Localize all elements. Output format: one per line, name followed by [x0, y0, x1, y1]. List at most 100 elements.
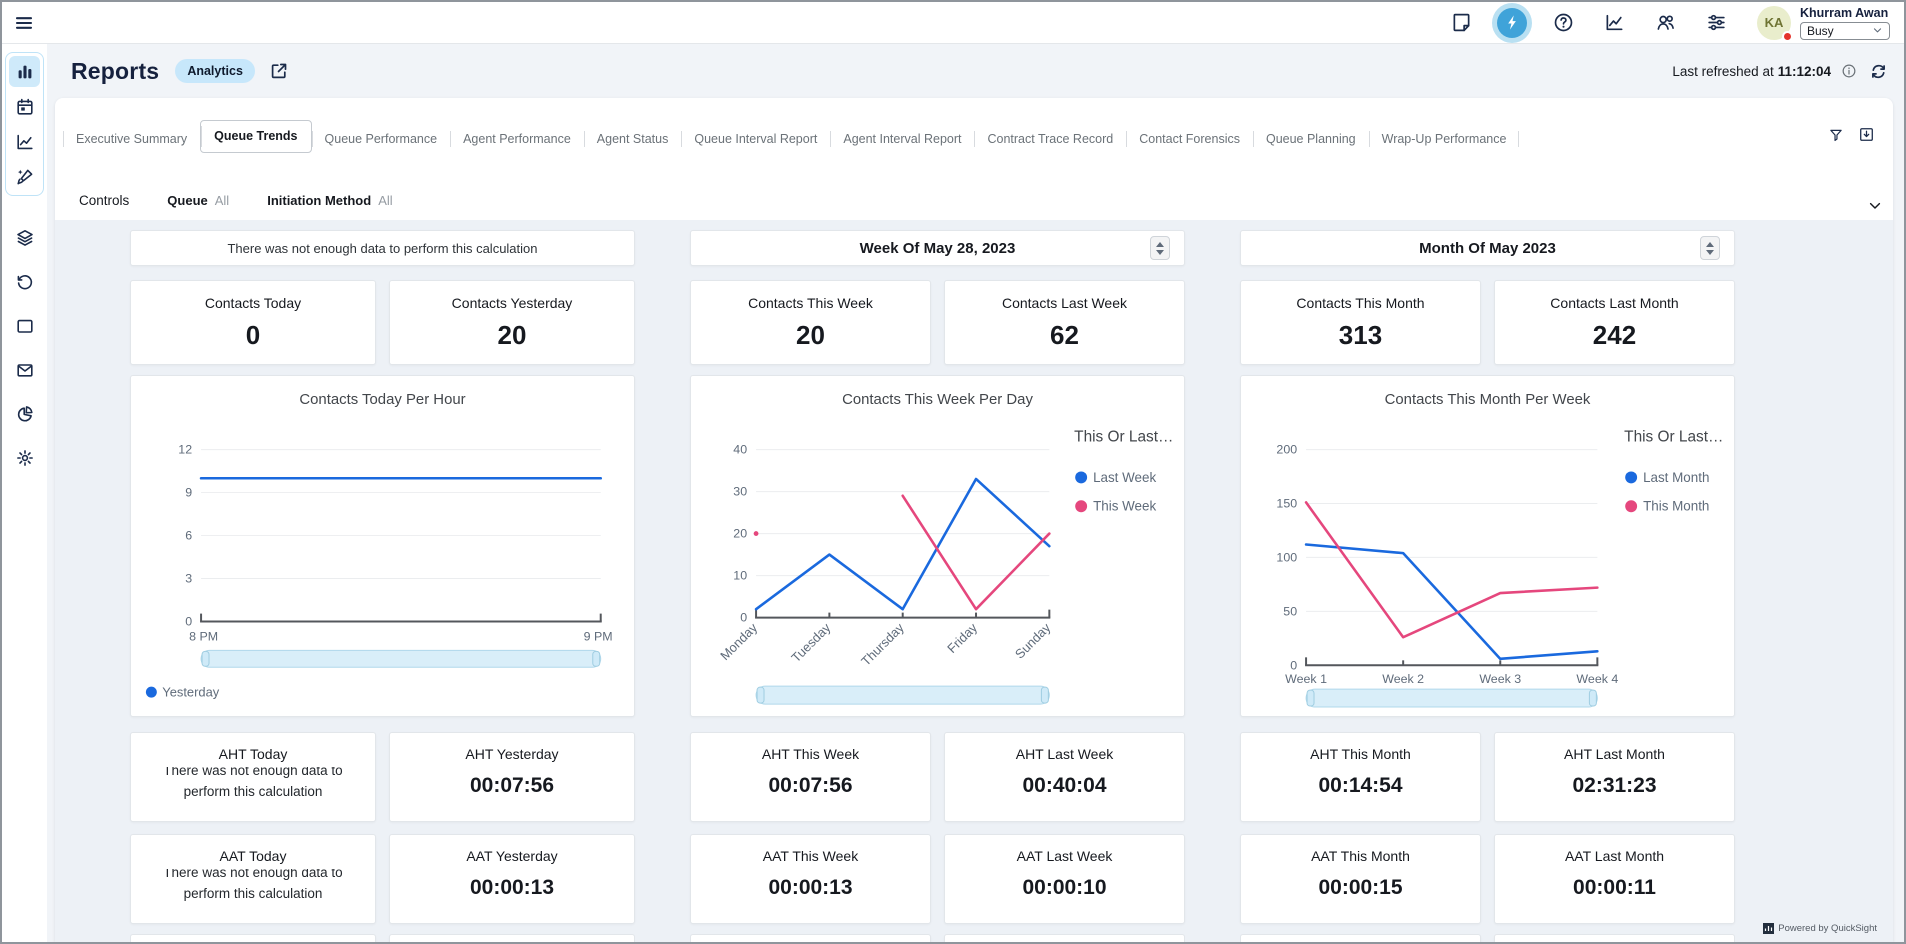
svg-text:3: 3	[185, 572, 192, 586]
collapse-controls-chevron[interactable]	[1867, 198, 1883, 217]
period-stepper[interactable]	[1700, 236, 1720, 260]
status-select-value: Busy	[1807, 23, 1834, 38]
tab-wrap-up-performance[interactable]: Wrap-Up Performance	[1368, 126, 1520, 152]
kpi-card-contacts-yesterday: Contacts Yesterday 20	[389, 280, 635, 365]
period-stepper[interactable]	[1150, 236, 1170, 260]
svg-text:Yesterday: Yesterday	[162, 685, 219, 700]
svg-text:This Week: This Week	[1093, 499, 1156, 514]
card-partial	[389, 934, 635, 942]
tab-queue-planning[interactable]: Queue Planning	[1252, 126, 1369, 152]
kpi-value: 00:40:04	[1022, 774, 1107, 797]
svg-text:0: 0	[740, 611, 747, 625]
metrics-icon[interactable]	[1599, 8, 1629, 38]
menu-icon[interactable]	[14, 13, 34, 33]
chart-contacts-this-month-per-week: Contacts This Month Per Week 0 50 100 150 200…	[1276, 392, 1723, 708]
kpi-card-aat-last-week: AAT Last Week 00:00:10	[944, 834, 1185, 924]
scrollbar-handle[interactable]	[1306, 689, 1315, 707]
contacts-icon[interactable]	[1650, 8, 1680, 38]
chart-scrollbar[interactable]	[1305, 688, 1598, 708]
svg-text:Last Month: Last Month	[1643, 470, 1709, 485]
kpi-value: 00:14:54	[1318, 774, 1403, 797]
kpi-card-aht-today: AHT Today There was not enough data to pe…	[130, 732, 376, 822]
kpi-value: 62	[1050, 320, 1079, 350]
sidebar-item-pie-chart[interactable]	[9, 398, 40, 429]
scrollbar-handle[interactable]	[756, 686, 765, 704]
stepper-up-icon[interactable]	[1156, 241, 1164, 247]
scrollbar-handle[interactable]	[1040, 686, 1049, 704]
avatar[interactable]: KA	[1757, 5, 1793, 42]
refresh-icon[interactable]	[1869, 62, 1888, 81]
kpi-title: AAT Today	[219, 848, 287, 864]
svg-text:Week 4: Week 4	[1576, 672, 1618, 686]
svg-text:Friday: Friday	[944, 620, 980, 656]
status-select[interactable]: Busy	[1800, 21, 1890, 40]
kpi-card-aht-yesterday: AHT Yesterday 00:07:56	[389, 732, 635, 822]
insufficient-data-header-card: There was not enough data to perform thi…	[130, 230, 635, 266]
download-icon[interactable]	[1858, 126, 1875, 143]
kpi-value: 00:07:56	[768, 774, 853, 797]
notes-icon[interactable]	[1446, 8, 1476, 38]
help-icon[interactable]	[1548, 8, 1578, 38]
chevron-down-icon	[1873, 28, 1882, 33]
filter-initiation-method[interactable]: Initiation Method All	[267, 193, 393, 208]
filter-queue[interactable]: Queue All	[167, 193, 230, 208]
svg-text:Contacts This Month Per Week: Contacts This Month Per Week	[1385, 392, 1591, 408]
info-icon[interactable]	[1841, 63, 1857, 79]
kpi-title: AHT Last Month	[1564, 746, 1665, 762]
sidebar-item-layers[interactable]	[9, 222, 40, 253]
settings-sliders-icon[interactable]	[1701, 8, 1731, 38]
insights-bolt-icon[interactable]	[1497, 7, 1527, 38]
partial-next-row	[690, 934, 1185, 942]
tab-queue-interval-report[interactable]: Queue Interval Report	[681, 126, 830, 152]
tab-contact-forensics[interactable]: Contact Forensics	[1126, 126, 1253, 152]
sidebar-item-design[interactable]	[9, 161, 40, 192]
scrollbar-handle[interactable]	[201, 650, 210, 667]
chart-card-contacts-today-per-hour: Contacts Today Per Hour 0 3 6 9 12 8 PM 9 PM Yes…	[130, 375, 635, 717]
tab-queue-performance[interactable]: Queue Performance	[311, 126, 451, 152]
sidebar-item-calendar[interactable]	[9, 91, 40, 122]
sidebar-item-bar-chart[interactable]	[9, 56, 40, 87]
sidebar-item-history[interactable]	[9, 266, 40, 297]
chart-scrollbar[interactable]	[200, 649, 602, 668]
kpi-title: Contacts Last Week	[1001, 295, 1128, 311]
sidebar-item-window[interactable]	[9, 310, 40, 341]
sidebar-item-gear[interactable]	[9, 442, 40, 473]
period-label: Week Of May 28, 2023	[859, 239, 1016, 257]
svg-text:9 PM: 9 PM	[584, 629, 613, 643]
tab-contract-trace-record[interactable]: Contract Trace Record	[974, 126, 1126, 152]
kpi-value: 00:00:10	[1022, 876, 1107, 899]
tab-queue-trends[interactable]: Queue Trends	[200, 120, 312, 153]
kpi-card-aat-yesterday: AAT Yesterday 00:00:13	[389, 834, 635, 924]
period-label: There was not enough data to perform thi…	[227, 240, 538, 256]
svg-text:Tuesday: Tuesday	[788, 620, 834, 666]
scrollbar-handle[interactable]	[1588, 689, 1597, 707]
status-dot	[1782, 30, 1793, 42]
sidebar-item-mail[interactable]	[9, 354, 40, 385]
stepper-down-icon[interactable]	[1156, 249, 1164, 255]
kpi-title: AHT Today	[218, 746, 288, 762]
svg-text:Week 1: Week 1	[1285, 672, 1327, 686]
dashboard-column-1: There was not enough data to perform thi…	[130, 230, 635, 942]
sidebar	[2, 44, 47, 942]
stepper-down-icon[interactable]	[1706, 249, 1714, 255]
kpi-title: Contacts Last Month	[1550, 295, 1679, 311]
sidebar-item-line-chart[interactable]	[9, 126, 40, 157]
tab-agent-performance[interactable]: Agent Performance	[450, 126, 584, 152]
stepper-up-icon[interactable]	[1706, 241, 1714, 247]
svg-text:50: 50	[1283, 604, 1297, 618]
kpi-card-aat-this-week: AAT This Week 00:00:13	[690, 834, 931, 924]
controls-bar: Controls Queue All Initiation Method All	[55, 153, 1893, 220]
filter-funnel-icon[interactable]	[1828, 127, 1844, 143]
insufficient-data-message: There was not enough data to perform thi…	[163, 869, 343, 901]
controls-label: Controls	[79, 193, 130, 208]
tab-agent-interval-report[interactable]: Agent Interval Report	[830, 126, 974, 152]
powered-by-quicksight: Powered by QuickSight	[1763, 923, 1877, 934]
scrollbar-handle[interactable]	[592, 650, 601, 667]
kpi-value: 20	[497, 320, 527, 350]
tab-agent-status[interactable]: Agent Status	[583, 126, 682, 152]
tab-executive-summary[interactable]: Executive Summary	[63, 126, 200, 152]
svg-text:Sunday: Sunday	[1012, 620, 1054, 662]
external-link-icon[interactable]	[269, 61, 289, 81]
kpi-card-aht-last-month: AHT Last Month 02:31:23	[1494, 732, 1735, 822]
chart-scrollbar[interactable]	[755, 685, 1050, 705]
